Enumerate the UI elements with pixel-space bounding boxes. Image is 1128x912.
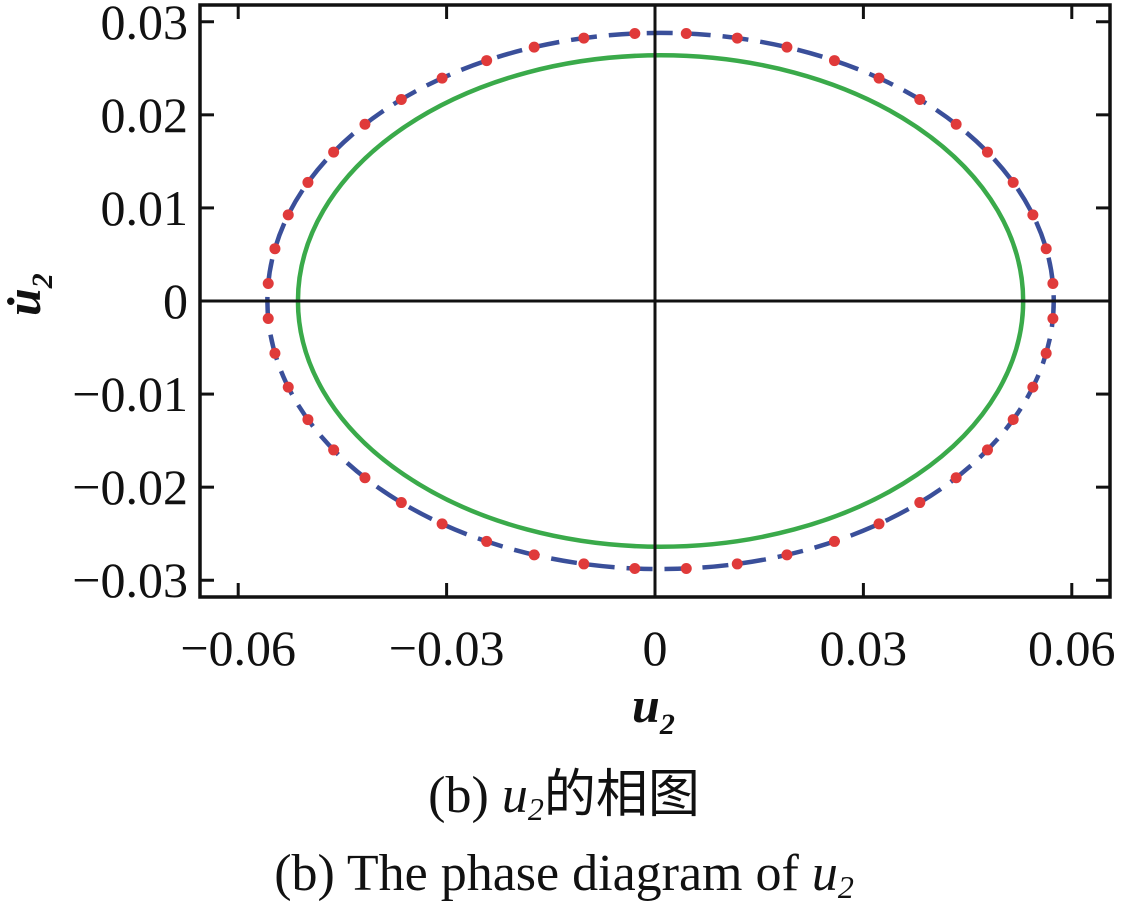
- series-marker-point: [781, 549, 793, 561]
- series-marker-point: [1007, 176, 1019, 188]
- series-marker-point: [302, 176, 314, 188]
- caption-chinese: (b) u2的相图: [0, 767, 1128, 827]
- series-marker-point: [629, 27, 641, 39]
- series-marker-point: [269, 243, 281, 255]
- series-marker-point: [436, 72, 448, 84]
- series-marker-point: [914, 93, 926, 105]
- series-marker-point: [436, 518, 448, 530]
- series-marker-point: [1027, 209, 1039, 221]
- y-tick-label: −0.03: [72, 552, 188, 608]
- series-marker-point: [282, 381, 294, 393]
- series-marker-point: [578, 32, 590, 44]
- y-tick-label: −0.02: [72, 459, 188, 515]
- x-axis-title: u2: [632, 677, 675, 741]
- series-marker-point: [1007, 414, 1019, 426]
- caption-english: (b) The phase diagram of u2: [0, 845, 1128, 905]
- x-axis-title-sub: 2: [659, 708, 675, 741]
- x-tick-label: 0.06: [1028, 620, 1116, 676]
- series-marker-point: [262, 313, 274, 325]
- series-marker-point: [328, 444, 340, 456]
- series-marker-point: [1047, 277, 1059, 289]
- y-tick-label: 0.02: [101, 87, 189, 143]
- series-marker-point: [528, 41, 540, 53]
- series-marker-point: [1047, 313, 1059, 325]
- series-marker-point: [950, 118, 962, 130]
- series-marker-point: [873, 72, 885, 84]
- svg-text:u2: u2: [632, 677, 675, 741]
- axes: [198, 3, 1112, 599]
- series-marker-point: [359, 118, 371, 130]
- series-marker-point: [731, 32, 743, 44]
- series-marker-point: [302, 414, 314, 426]
- series-marker-point: [981, 444, 993, 456]
- series-marker-point: [481, 55, 493, 67]
- series-marker-point: [269, 347, 281, 359]
- caption-en-var: u: [811, 845, 838, 902]
- caption-en-sub: 2: [837, 869, 854, 905]
- series-marker-point: [680, 563, 692, 575]
- series-marker-point: [828, 55, 840, 67]
- caption-cn-suffix: 的相图: [543, 767, 700, 824]
- x-tick-label: 0: [643, 620, 668, 676]
- tick-labels: −0.06 −0.03 0 0.03 0.06 −0.03 −0.02 −0.01 0 0.01 0…: [72, 0, 1115, 676]
- series-marker-point: [731, 558, 743, 570]
- caption-en-prefix: (b) The phase diagram of: [274, 845, 812, 902]
- series-marker-point: [629, 563, 641, 575]
- series-marker-point: [1040, 347, 1052, 359]
- series-marker-point: [282, 209, 294, 221]
- series-marker-point: [873, 518, 885, 530]
- series-marker-point: [950, 472, 962, 484]
- y-axis-title-sub: 2: [26, 273, 59, 289]
- phase-diagram-chart: −0.06 −0.03 0 0.03 0.06 −0.03 −0.02 −0.01 0 0.01 0…: [0, 0, 1116, 741]
- series-marker-point: [1027, 381, 1039, 393]
- x-tick-label: 0.03: [820, 620, 908, 676]
- series-marker-point: [395, 497, 407, 509]
- series-marker-point: [981, 146, 993, 158]
- y-tick-label: 0.01: [101, 180, 189, 236]
- x-tick-label: −0.03: [389, 620, 505, 676]
- y-tick-label: −0.01: [72, 366, 188, 422]
- x-axis-title-main: u: [632, 677, 660, 733]
- caption-cn-sub: 2: [527, 791, 544, 827]
- series-marker-point: [528, 549, 540, 561]
- series-marker-point: [781, 41, 793, 53]
- y-tick-label: 0: [163, 273, 188, 329]
- series-marker-point: [328, 146, 340, 158]
- series-marker-point: [262, 277, 274, 289]
- series-marker-point: [481, 535, 493, 547]
- series-marker-point: [395, 93, 407, 105]
- y-axis-title: u̇2: [0, 273, 59, 316]
- series-marker-point: [914, 497, 926, 509]
- series-marker-point: [680, 27, 692, 39]
- caption-cn-var: u: [501, 767, 528, 824]
- series-marker-point: [359, 472, 371, 484]
- y-tick-label: 0.03: [101, 0, 189, 50]
- svg-text:u̇2: u̇2: [0, 273, 59, 316]
- x-tick-label: −0.06: [180, 620, 296, 676]
- series-marker-point: [578, 558, 590, 570]
- series-marker-point: [828, 535, 840, 547]
- caption-cn-prefix: (b): [428, 767, 502, 824]
- series-marker-point: [1040, 243, 1052, 255]
- y-axis-title-main: u̇: [0, 288, 51, 316]
